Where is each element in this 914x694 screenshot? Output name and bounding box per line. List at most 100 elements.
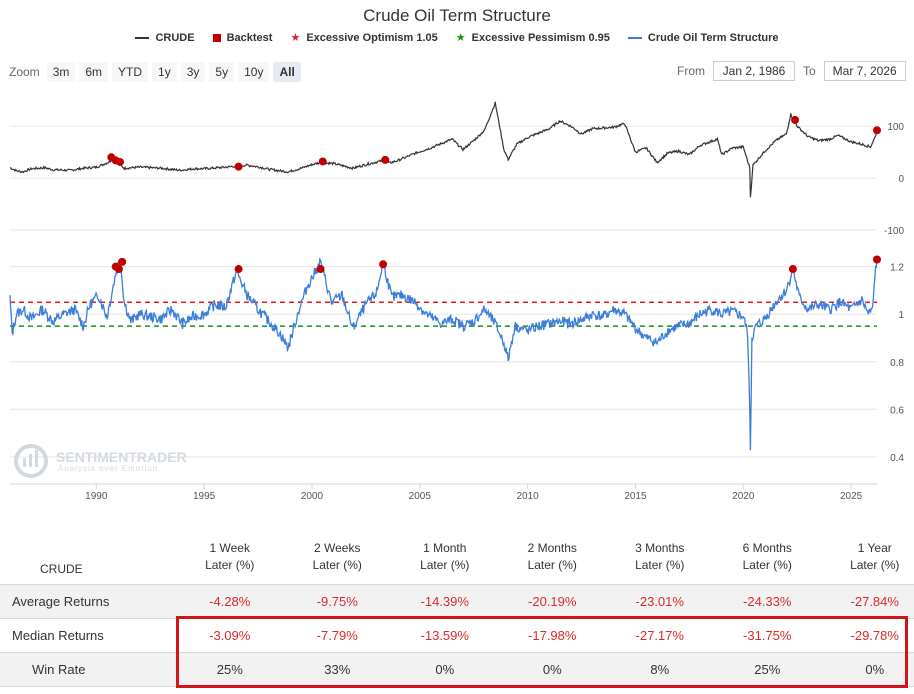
lower-y-tick-label: 0.8 [890, 358, 904, 369]
table-cell: 0% [865, 661, 885, 677]
backtest-signal-dot [234, 162, 243, 171]
highlight-box [176, 616, 908, 688]
legend-item-backtest[interactable]: Backtest [212, 32, 273, 44]
table-cell: -31.75% [743, 627, 792, 643]
column-header-line: Later (%) [635, 558, 685, 572]
watermark: SENTIMENTRADER Analysis over Emotion [14, 444, 187, 478]
x-tick-label: 2020 [732, 491, 755, 502]
zoom-ytd-button[interactable]: YTD [112, 62, 149, 82]
x-tick-label: 2010 [516, 491, 539, 502]
chart-canvas: SENTIMENTRADER Analysis over Emotion 100… [9, 101, 904, 502]
column-header-line: 1 Month [423, 541, 467, 555]
red-star-icon: ★ [290, 31, 301, 44]
column-header: 6 Months Later (%) [714, 540, 822, 574]
zoom-10y-button[interactable]: 10y [238, 62, 270, 82]
row-label: Win Rate [32, 661, 86, 677]
zoom-6m-button[interactable]: 6m [79, 62, 109, 82]
lower-y-tick-label: 0.6 [890, 405, 904, 416]
from-date-input[interactable] [713, 61, 795, 81]
column-header-line: Later (%) [205, 558, 255, 572]
column-header-line: 3 Months [635, 541, 685, 555]
column-header-line: 2 Months [527, 541, 577, 555]
column-header: 3 Months Later (%) [606, 540, 714, 574]
upper-y-tick-label: 100 [887, 122, 904, 133]
table-cell: 8% [650, 661, 670, 677]
backtest-signal-dot [381, 155, 390, 164]
lower-y-tick-label: 1 [898, 310, 904, 321]
table-header-row: CRUDE 1 Week Later (%) 2 Weeks Later (%) 1 M… [0, 540, 914, 580]
line-swatch-icon [135, 37, 150, 39]
legend-label: CRUDE [155, 32, 195, 44]
legend-item-term-structure[interactable]: Crude Oil Term Structure [627, 32, 779, 44]
table-cell: 25% [216, 661, 243, 677]
table-cell: -7.79% [316, 627, 358, 643]
table-cell: -24.33% [743, 593, 792, 609]
backtest-signal-dot [118, 257, 127, 266]
column-header: 1 Year Later (%) [821, 540, 914, 574]
row-label: Average Returns [12, 593, 110, 609]
column-header-line: Later (%) [850, 558, 900, 572]
zoom-label: Zoom [9, 65, 40, 79]
legend-label: Crude Oil Term Structure [647, 32, 779, 44]
x-tick-label: 2015 [624, 491, 647, 502]
backtest-signal-dot [114, 265, 123, 274]
column-header: 2 Weeks Later (%) [284, 540, 392, 574]
table-cell: -3.09% [209, 627, 251, 643]
lower-y-tick-label: 0.4 [890, 453, 904, 464]
column-header-line: Later (%) [420, 558, 470, 572]
green-star-icon: ★ [455, 31, 466, 44]
zoom-bar: Zoom 3m 6m YTD 1y 3y 5y 10y All [9, 62, 301, 82]
table-cell: 25% [754, 661, 781, 677]
chart-title: Crude Oil Term Structure [363, 6, 551, 25]
table-row: Median Returns -3.09% -7.79% -13.59% -17.98%… [0, 618, 914, 652]
table-cell: -13.59% [420, 627, 469, 643]
upper-y-tick-label: 0 [898, 174, 904, 185]
backtest-signal-dot [316, 265, 325, 274]
column-header-line: 6 Months [742, 541, 792, 555]
x-tick-label: 1995 [193, 491, 216, 502]
legend-item-crude[interactable]: CRUDE [135, 32, 195, 44]
row-divider [0, 584, 914, 585]
upper-y-tick-label: -100 [884, 226, 904, 237]
logo-bar [35, 450, 38, 467]
x-tick-label: 2005 [409, 491, 432, 502]
table-cell: 0% [435, 661, 455, 677]
column-header-line: Later (%) [527, 558, 577, 572]
watermark-tagline: Analysis over Emotion [58, 464, 158, 473]
sentimentrader-logo-icon [14, 444, 48, 478]
zoom-3y-button[interactable]: 3y [180, 62, 206, 82]
backtest-signal-dot [234, 265, 243, 274]
table-cell: 0% [542, 661, 562, 677]
backtest-signal-dot [873, 255, 881, 264]
column-header-line: Later (%) [312, 558, 362, 572]
column-header-line: 1 Year [857, 541, 892, 555]
square-marker-icon [212, 34, 221, 42]
table-cell: -14.39% [420, 593, 469, 609]
table-cell: -9.75% [316, 593, 358, 609]
backtest-signal-dot [788, 265, 797, 274]
column-header-line: 1 Week [209, 541, 250, 555]
legend-item-optimism[interactable]: ★ Excessive Optimism 1.05 [290, 32, 437, 44]
x-tick-label: 1990 [85, 491, 108, 502]
x-tick-label: 2000 [301, 491, 324, 502]
to-date-input[interactable] [823, 61, 906, 81]
table-row: Win Rate 25% 33% 0% 0% 8% 25% 0% [0, 652, 914, 686]
legend-label: Backtest [226, 32, 273, 44]
lower-y-tick-label: 1.2 [890, 263, 904, 274]
zoom-5y-button[interactable]: 5y [209, 62, 235, 82]
watermark-brand: SENTIMENTRADER [56, 449, 187, 465]
from-label: From [677, 64, 705, 78]
backtest-signal-dot [379, 260, 388, 269]
table-cell: -20.19% [528, 593, 577, 609]
column-header: 2 Months Later (%) [499, 540, 607, 574]
row-divider [0, 652, 914, 653]
backtest-signal-dot [318, 157, 327, 166]
table-cell: -17.98% [528, 627, 577, 643]
legend-item-pessimism[interactable]: ★ Excessive Pessimism 0.95 [456, 32, 610, 44]
zoom-all-button[interactable]: All [273, 62, 301, 82]
table-cell: -23.01% [635, 593, 684, 609]
zoom-1y-button[interactable]: 1y [152, 62, 177, 82]
date-range: From To [677, 61, 906, 81]
column-header-line: Later (%) [742, 558, 792, 572]
zoom-3m-button[interactable]: 3m [46, 62, 76, 82]
